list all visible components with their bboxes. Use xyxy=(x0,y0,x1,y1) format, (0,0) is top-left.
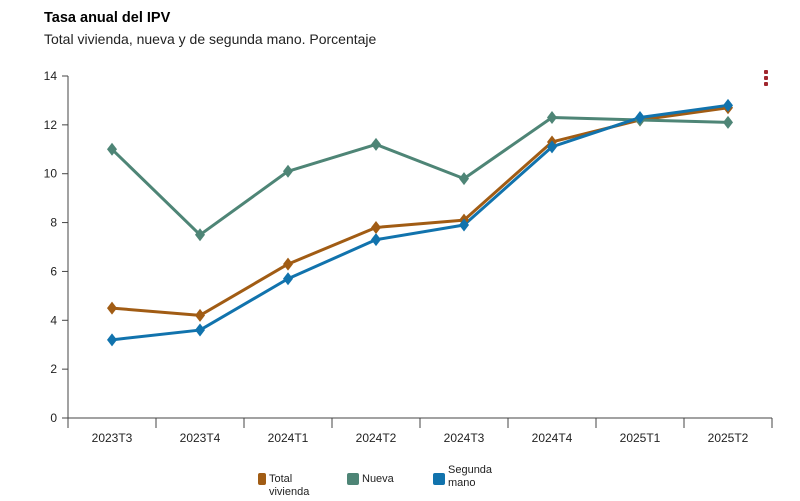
x-tick-label: 2023T4 xyxy=(180,431,221,445)
data-point-1-4 xyxy=(459,172,469,186)
data-point-2-3 xyxy=(371,233,381,247)
data-point-0-2 xyxy=(283,257,293,271)
legend-label: Nueva xyxy=(362,473,394,485)
series-line-0 xyxy=(111,106,729,317)
legend-item-nueva[interactable]: Nueva xyxy=(347,464,394,486)
data-point-2-0 xyxy=(107,333,117,347)
legend-item-segunda-mano[interactable]: Segunda mano xyxy=(433,464,500,490)
data-point-1-5 xyxy=(547,111,557,125)
data-point-1-1 xyxy=(195,228,205,242)
y-tick-label: 14 xyxy=(44,69,58,83)
legend-swatch xyxy=(347,473,359,485)
chart-axes: 0 2 4 6 8 10 12 14 2023T3 2023T4 2024T1 2024T2 2024T… xyxy=(44,69,773,445)
x-tick-label: 2024T3 xyxy=(444,431,485,445)
data-point-2-1 xyxy=(195,323,205,337)
data-point-1-0 xyxy=(107,142,117,156)
legend-swatch xyxy=(433,473,445,485)
legend-item-total-vivienda[interactable]: Total vivienda xyxy=(258,464,313,499)
data-point-0-3 xyxy=(371,220,381,234)
y-tick-label: 10 xyxy=(44,167,58,181)
series-line-1 xyxy=(110,116,729,237)
series-lines xyxy=(110,103,729,342)
y-tick-label: 8 xyxy=(50,216,57,230)
series-line-2 xyxy=(111,103,729,342)
data-point-2-4 xyxy=(459,218,469,232)
legend-swatch xyxy=(258,473,266,485)
data-point-2-6 xyxy=(635,111,645,125)
series-markers xyxy=(107,98,733,347)
x-tick-label: 2024T1 xyxy=(268,431,309,445)
x-tick-label: 2024T4 xyxy=(532,431,573,445)
data-point-0-0 xyxy=(107,301,117,315)
y-tick-label: 0 xyxy=(50,411,57,425)
x-tick-label: 2025T2 xyxy=(708,431,749,445)
y-tick-label: 2 xyxy=(50,362,57,376)
data-point-2-5 xyxy=(547,140,557,154)
data-point-0-1 xyxy=(195,308,205,322)
data-point-2-2 xyxy=(283,272,293,286)
y-tick-label: 12 xyxy=(44,118,58,132)
legend-label: Segunda mano xyxy=(448,464,493,489)
y-tick-label: 6 xyxy=(50,264,57,278)
data-point-1-2 xyxy=(283,164,293,178)
x-tick-label: 2023T3 xyxy=(92,431,133,445)
data-point-1-7 xyxy=(723,115,733,129)
chart-title: Tasa anual del IPV xyxy=(44,10,171,26)
legend-label: Total vivienda xyxy=(268,473,310,498)
data-point-1-3 xyxy=(371,137,381,151)
y-tick-label: 4 xyxy=(50,313,57,327)
data-point-2-7 xyxy=(723,98,733,112)
chart-subtitle: Total vivienda, nueva y de segunda mano.… xyxy=(44,31,377,47)
x-tick-label: 2025T1 xyxy=(620,431,661,445)
x-tick-label: 2024T2 xyxy=(356,431,397,445)
chart-menu-icon[interactable] xyxy=(762,70,770,88)
